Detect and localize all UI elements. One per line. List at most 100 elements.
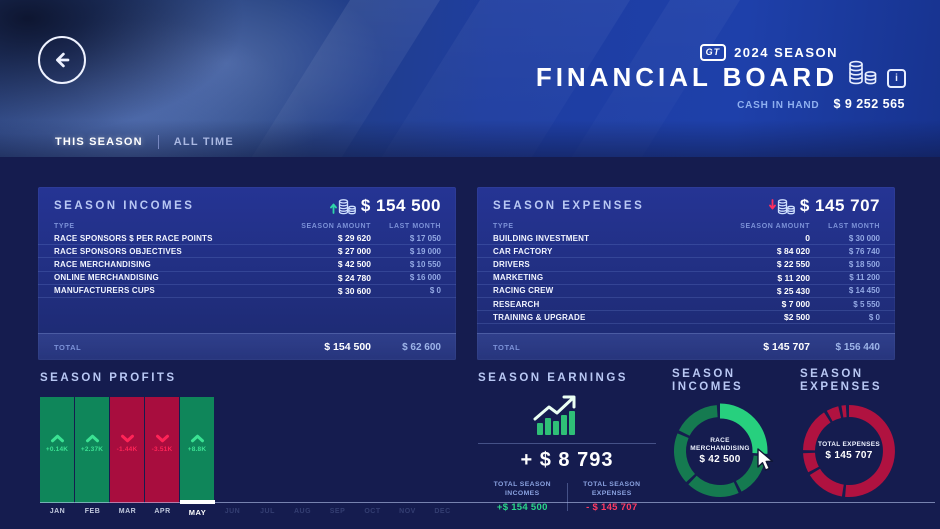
profit-month-column (250, 397, 285, 503)
gt-logo: GT (699, 44, 727, 61)
profit-tile-jan: +0.14K (40, 397, 74, 503)
chevron-up-icon (190, 434, 204, 442)
profit-month-column: -1.44K (110, 397, 145, 503)
tab-all-time[interactable]: ALL TIME (173, 136, 234, 148)
chevron-up-icon (85, 434, 99, 442)
season-profits-title: SEASON PROFITS (40, 372, 177, 384)
table-row: MARKETING $ 11 200 $ 11 200 (477, 272, 895, 285)
total-expenses-value: - $ 145 707 (586, 502, 638, 513)
arrow-left-icon (56, 52, 70, 68)
table-row: MANUFACTURERS CUPS $ 30 600 $ 0 (38, 285, 456, 298)
profit-month-column (355, 397, 390, 503)
incomes-panel-title: SEASON INCOMES (54, 200, 195, 212)
profit-value: -1.44K (116, 445, 138, 453)
season-earnings-amount: + $ 8 793 (520, 449, 614, 471)
month-label-dec: DEC (434, 508, 451, 515)
table-row: DRIVERS $ 22 550 $ 18 500 (477, 258, 895, 272)
expenses-panel-title: SEASON EXPENSES (493, 200, 645, 212)
expenses-column-headers: TYPE SEASON AMOUNT LAST MONTH (493, 223, 880, 230)
profit-tile-apr: -3.51K (145, 397, 179, 503)
profit-tile-mar: -1.44K (110, 397, 144, 503)
earnings-vertical-divider (566, 483, 568, 511)
month-label-oct: OCT (364, 508, 381, 515)
table-row: BUILDING INVESTMENT 0 $ 30 000 (477, 232, 895, 246)
season-earnings-title: SEASON EARNINGS (478, 372, 628, 384)
donut-incomes-title: SEASON INCOMES (672, 368, 744, 393)
month-label-nov: NOV (399, 508, 416, 515)
incomes-total-row: TOTAL $ 154 500 $ 62 600 (38, 333, 456, 360)
donut-segment[interactable] (803, 412, 831, 451)
chevron-down-icon (120, 434, 134, 442)
donut-segment[interactable] (678, 405, 718, 437)
month-label-may: MAY (188, 508, 207, 517)
profit-month-column: -3.51K (145, 397, 180, 503)
profit-value: +8.8K (187, 445, 207, 453)
header-banner (0, 0, 940, 157)
incomes-total-amount: $ 154 500 (360, 196, 441, 215)
donut-segment[interactable] (826, 406, 842, 422)
profit-month-column (425, 397, 460, 503)
month-label-apr: APR (154, 508, 171, 515)
month-label-jun: JUN (224, 508, 241, 515)
profit-month-column: +8.8K (180, 397, 215, 503)
season-profits-chart: +0.14K +2.37K -1.44K -3.51K +8.8K (40, 397, 460, 503)
table-row: RACE SPONSORS OBJECTIVES $ 27 000 $ 19 000 (38, 245, 456, 259)
profit-month-column (215, 397, 250, 503)
expense-down-coins-icon (768, 198, 795, 214)
profit-tile-feb: +2.37K (75, 397, 109, 503)
income-up-coins-icon (329, 198, 356, 214)
month-label-feb: FEB (84, 508, 101, 515)
banner-shade (0, 120, 940, 157)
profit-value: +2.37K (80, 445, 104, 453)
month-label-jul: JUL (260, 508, 275, 515)
tab-bar: THIS SEASON ALL TIME (55, 135, 234, 149)
profit-tile-may: +8.8K (180, 397, 214, 503)
total-incomes-label: TOTAL SEASON INCOMES (493, 481, 551, 497)
donut-segment[interactable] (719, 403, 768, 454)
table-row: RACE MERCHANDISING $ 42 500 $ 10 550 (38, 258, 456, 272)
profit-month-column: +0.14K (40, 397, 75, 503)
donut-segment[interactable] (845, 405, 895, 497)
back-button[interactable] (38, 36, 86, 84)
cash-in-hand: CASH IN HAND $ 9 252 565 (737, 97, 905, 111)
donut-segment[interactable] (688, 475, 739, 497)
tab-this-season[interactable]: THIS SEASON (55, 136, 143, 148)
total-expenses-label: TOTAL SEASON EXPENSES (583, 481, 641, 497)
donut-incomes-hover-label: RACE MERCHANDISING (690, 437, 750, 452)
chevron-down-icon (155, 434, 169, 442)
header-title-block: GT 2024 SEASON FINANCIAL BOARD (536, 44, 838, 91)
donut-expenses-title: SEASON EXPENSES (800, 368, 882, 393)
season-incomes-panel: SEASON INCOMES $ 154 500 TYPE SEASON AMO… (38, 187, 456, 360)
month-label-jan: JAN (49, 508, 66, 515)
month-axis: JAN FEB MAR APR MAY JUN JUL AUG SEP OCT NOV DEC (40, 508, 460, 517)
donut-segment[interactable] (674, 433, 696, 483)
donut-expenses-center-value: $ 145 707 (825, 450, 873, 461)
donut-expenses-center-label: TOTAL EXPENSES (818, 441, 880, 448)
current-month-indicator (180, 500, 215, 504)
season-badge: 2024 SEASON (734, 45, 838, 60)
profit-value: +0.14K (45, 445, 69, 453)
season-expenses-panel: SEASON EXPENSES $ 145 707 TYPE SEASON AM… (477, 187, 895, 360)
donut-segment[interactable] (803, 452, 819, 473)
total-incomes-value: +$ 154 500 (496, 502, 548, 513)
info-icon: i (895, 73, 898, 84)
earnings-breakdown: TOTAL SEASON INCOMES +$ 154 500 TOTAL SE… (478, 481, 656, 513)
profit-month-column (320, 397, 355, 503)
table-row: RACE SPONSORS $ PER RACE POINTS $ 29 620 $… (38, 232, 456, 246)
table-row: CAR FACTORY $ 84 020 $ 76 740 (477, 245, 895, 259)
expenses-total-amount: $ 145 707 (799, 196, 880, 215)
donut-incomes-hover-value: $ 42 500 (699, 454, 741, 465)
month-label-mar: MAR (118, 508, 137, 515)
expenses-donut-chart[interactable]: TOTAL EXPENSES $ 145 707 (799, 401, 899, 501)
profit-month-column: +2.37K (75, 397, 110, 503)
month-label-aug: AUG (293, 508, 312, 515)
incomes-column-headers: TYPE SEASON AMOUNT LAST MONTH (54, 223, 441, 230)
donut-segment[interactable] (809, 468, 845, 497)
profit-month-column (390, 397, 425, 503)
page-title: FINANCIAL BOARD (535, 62, 838, 92)
chevron-up-icon (50, 434, 64, 442)
mouse-cursor-icon (757, 448, 774, 471)
chart-baseline (40, 502, 935, 503)
info-button[interactable]: i (887, 69, 906, 88)
